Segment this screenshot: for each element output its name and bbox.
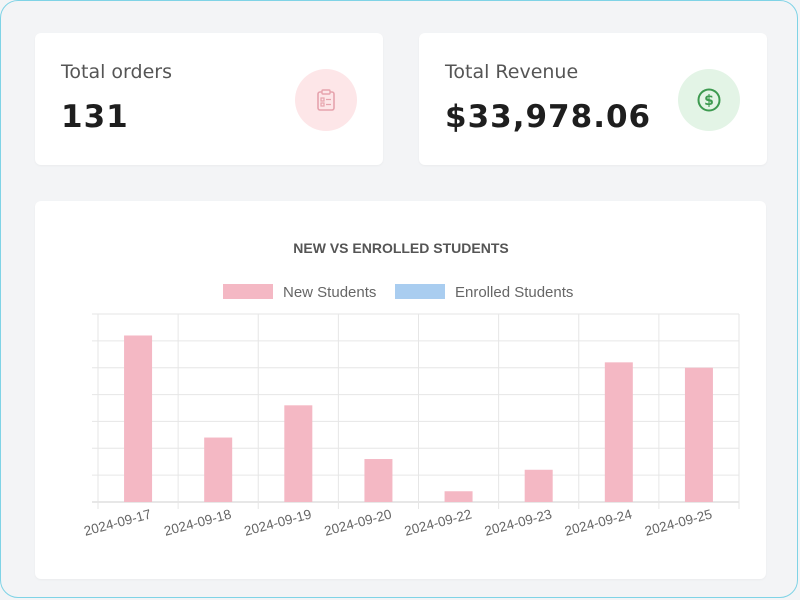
clipboard-icon	[317, 89, 335, 111]
legend-label-1[interactable]: Enrolled Students	[455, 284, 573, 301]
chart-bars	[124, 335, 713, 502]
x-tick-label: 2024-09-18	[162, 506, 233, 538]
total-orders-value: 131	[61, 99, 129, 135]
x-tick-label: 2024-09-19	[242, 506, 313, 538]
x-tick-label: 2024-09-17	[82, 506, 153, 538]
orders-icon-badge	[295, 69, 357, 131]
chart-title: NEW VS ENROLLED STUDENTS	[293, 240, 508, 256]
bar-new-students-2024-09-24[interactable]	[604, 362, 633, 502]
total-orders-label: Total orders	[61, 61, 172, 83]
x-tick-label: 2024-09-25	[643, 506, 714, 538]
svg-text:$: $	[704, 93, 714, 109]
legend-label-0[interactable]: New Students	[283, 284, 376, 301]
bar-new-students-2024-09-25[interactable]	[684, 367, 713, 502]
total-revenue-value: $33,978.06	[445, 99, 652, 135]
chart-legend: New Students Enrolled Students	[223, 284, 573, 301]
legend-swatch-0[interactable]	[223, 284, 273, 299]
legend-swatch-1[interactable]	[395, 284, 445, 299]
x-tick-label: 2024-09-24	[563, 506, 634, 538]
students-chart-card: NEW VS ENROLLED STUDENTS New Students Enr…	[35, 201, 766, 579]
x-tick-label: 2024-09-20	[323, 506, 394, 538]
bar-new-students-2024-09-18[interactable]	[204, 437, 233, 502]
revenue-icon-badge: $	[678, 69, 740, 131]
total-revenue-card: Total Revenue $33,978.06 $	[419, 33, 767, 165]
bar-new-students-2024-09-22[interactable]	[444, 491, 473, 502]
bar-new-students-2024-09-19[interactable]	[284, 405, 313, 502]
x-tick-label: 2024-09-22	[403, 506, 474, 538]
bar-new-students-2024-09-20[interactable]	[364, 459, 393, 502]
chart-x-axis-labels: 2024-09-17 2024-09-18 2024-09-19 2024-09-20…	[82, 506, 713, 538]
students-bar-chart: NEW VS ENROLLED STUDENTS New Students Enr…	[82, 240, 740, 539]
total-orders-card: Total orders 131	[35, 33, 383, 165]
x-tick-label: 2024-09-23	[483, 506, 554, 538]
bar-new-students-2024-09-17[interactable]	[124, 335, 153, 502]
total-revenue-label: Total Revenue	[445, 61, 579, 83]
bar-new-students-2024-09-23[interactable]	[524, 469, 553, 502]
chart-grid	[92, 313, 740, 509]
dollar-icon: $	[697, 88, 721, 112]
